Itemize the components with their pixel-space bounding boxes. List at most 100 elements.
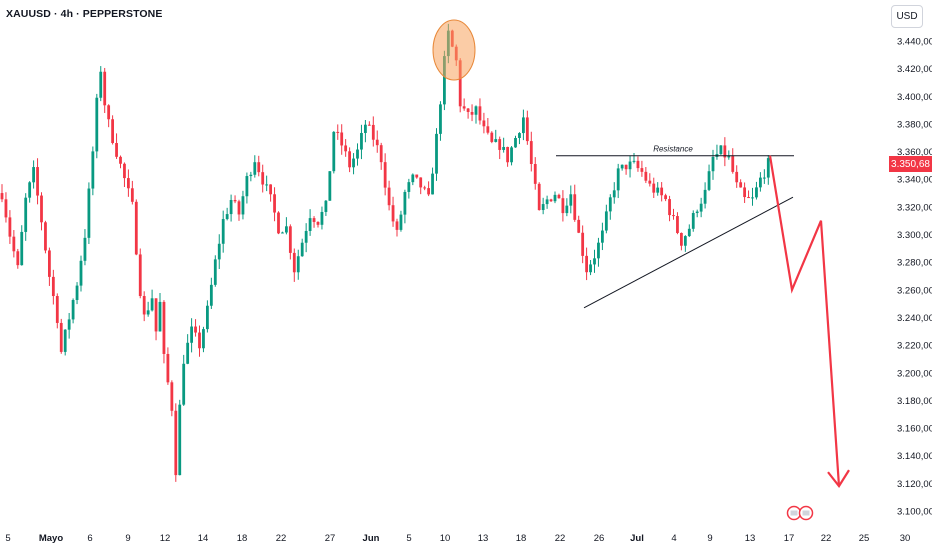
candle-body (269, 184, 272, 195)
candle-body (249, 174, 253, 177)
candle-body (525, 117, 529, 142)
candle-body (229, 200, 233, 215)
candle-body (158, 301, 162, 332)
candle-body (162, 301, 166, 354)
candle-body (383, 162, 387, 188)
candle-body (174, 410, 178, 476)
x-axis: 5 Mayo 6 9 12 14 18 22 27 Jun 5 10 13 18 22 26 Jul 4 9 13 17… (5, 533, 910, 544)
timeframe-text: 4h (60, 8, 74, 20)
candle-body (502, 146, 506, 150)
candle-body (348, 151, 351, 168)
candle-body (356, 149, 359, 159)
candle-body (241, 196, 245, 215)
candle-body (285, 226, 288, 233)
candle-body (466, 108, 470, 112)
candle-body (28, 182, 32, 198)
candle-body (91, 151, 95, 189)
x-tick-label: 25 (859, 533, 870, 544)
flag-stripes-icon (790, 510, 798, 516)
candle-body (209, 284, 213, 306)
candle-body (75, 285, 79, 301)
candle-body (518, 133, 521, 139)
candle-body (119, 156, 122, 164)
candle-body (683, 236, 687, 246)
candle-body (636, 160, 640, 169)
candle-body (344, 145, 348, 152)
candle-body (620, 164, 624, 169)
candle-body (691, 213, 695, 229)
y-tick-label: 3.340,00 (897, 175, 932, 186)
y-tick-label: 3.260,00 (897, 285, 932, 296)
candle-body (233, 200, 237, 202)
candle-body (616, 168, 620, 191)
candle-body (644, 171, 648, 181)
candle-body (439, 104, 442, 134)
candle-body (59, 322, 63, 352)
candle-body (604, 211, 608, 231)
candle-body (71, 300, 75, 320)
candle-body (695, 211, 699, 214)
y-tick-label: 3.200,00 (897, 368, 932, 379)
broker-text: PEPPERSTONE (82, 8, 163, 20)
candle-body (142, 296, 146, 315)
candle-body (601, 230, 604, 243)
resistance-label: Resistance (653, 145, 693, 154)
separator-1: · (53, 8, 58, 20)
candle-body (403, 191, 407, 215)
candle-body (652, 183, 656, 193)
candle-body (731, 155, 735, 172)
candle-body (747, 197, 750, 199)
candle-body (12, 236, 16, 252)
x-tick-label: 26 (594, 533, 605, 544)
candle-body (423, 187, 427, 189)
candle-body (680, 232, 683, 246)
candle-body (612, 190, 616, 198)
candle-body (150, 298, 154, 311)
candle-body (506, 146, 509, 163)
projection-arrow (768, 155, 841, 487)
candle-body (490, 132, 494, 142)
candle-body (194, 326, 197, 333)
currency-button[interactable]: USD (891, 5, 923, 28)
x-tick-label: 22 (276, 533, 287, 544)
candle-body (265, 184, 269, 186)
candle-body (316, 221, 320, 225)
y-tick-label: 3.400,00 (897, 92, 932, 103)
y-tick-label: 3.240,00 (897, 313, 932, 324)
y-tick-label: 3.220,00 (897, 341, 932, 352)
y-tick-label: 3.160,00 (897, 424, 932, 435)
candle-body (585, 255, 588, 273)
x-tick-label: 18 (516, 533, 527, 544)
x-tick-label: 12 (160, 533, 171, 544)
x-tick-label: Jun (363, 533, 380, 544)
flag-stripes-icon (802, 510, 810, 516)
candle-body (739, 182, 743, 188)
y-tick-label: 3.380,00 (897, 119, 932, 130)
candle-body (514, 138, 517, 148)
candle-body (470, 111, 474, 115)
candle-body (628, 161, 632, 170)
x-tick-label: 4 (671, 533, 676, 544)
candle-body (115, 143, 118, 157)
candle-body (529, 141, 533, 165)
candle-body (24, 197, 28, 232)
candle-body (123, 163, 126, 179)
candle-body (711, 156, 715, 172)
candle-body (762, 177, 766, 179)
candle-body (16, 251, 20, 266)
candle-body (648, 180, 652, 184)
candle-body (292, 252, 296, 273)
x-tick-label: 5 (406, 533, 411, 544)
candle-body (198, 332, 201, 349)
candle-body (664, 195, 667, 200)
candle-body (253, 162, 257, 175)
x-tick-label: 6 (87, 533, 92, 544)
candle-body (759, 177, 762, 188)
candle-body (707, 171, 711, 190)
candle-body (656, 187, 660, 193)
x-tick-label: 30 (900, 533, 911, 544)
candle-body (593, 258, 596, 265)
symbol-title[interactable]: XAUUSD · 4h · PEPPERSTONE (6, 8, 162, 20)
candle-body (411, 174, 415, 183)
